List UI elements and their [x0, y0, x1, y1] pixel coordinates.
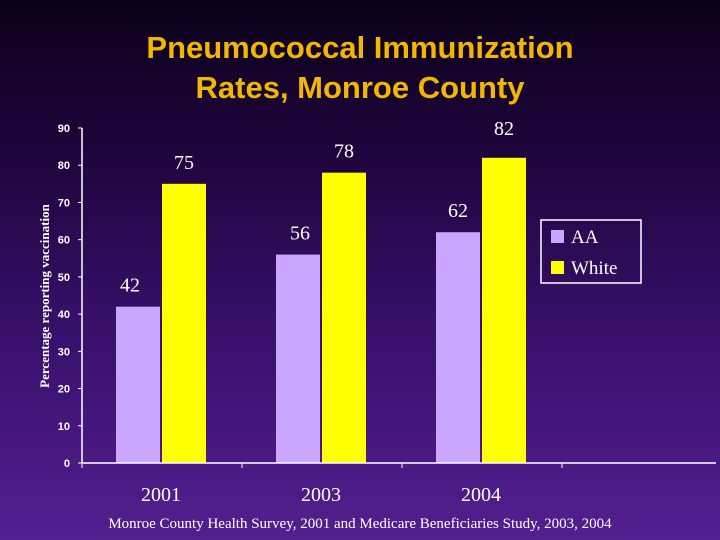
bar-white-2004: [482, 157, 526, 463]
y-axis: 0 10 20 30 40 50 60 70 80 90: [58, 123, 82, 470]
chart-title: Pneumococcal Immunization Rates, Monroe …: [0, 28, 720, 108]
legend-box: [540, 219, 642, 284]
legend-label-aa: AA: [571, 227, 599, 248]
legend: AA White: [540, 219, 642, 284]
bars: [116, 157, 526, 464]
y-tick-label: 40: [58, 309, 70, 321]
data-label-aa-2004: 62: [448, 200, 468, 222]
data-label-white-2004: 82: [494, 118, 514, 140]
data-label-white-2001: 75: [174, 152, 194, 174]
data-label-aa-2003: 56: [290, 223, 310, 245]
chart-title-line-1: Pneumococcal Immunization: [146, 30, 574, 65]
legend-swatch-white: [551, 261, 564, 274]
data-label-white-2003: 78: [334, 141, 354, 163]
legend-swatch-aa: [551, 230, 564, 243]
y-tick-label: 50: [58, 272, 70, 284]
y-tick-label: 90: [58, 123, 70, 135]
y-tick-label: 20: [58, 384, 70, 396]
y-tick-label: 10: [58, 421, 70, 433]
data-label-aa-2001: 42: [120, 275, 140, 297]
y-axis-label: Percentage reporting vaccination: [37, 203, 52, 387]
legend-label-white: White: [571, 258, 617, 279]
bar-aa-2003: [276, 254, 320, 463]
data-labels: 42 75 56 78 62 82: [120, 118, 514, 297]
bar-white-2003: [322, 172, 366, 463]
x-tick-label: 2003: [301, 484, 341, 506]
y-tick-label: 70: [58, 197, 70, 209]
source-footnote: Monroe County Health Survey, 2001 and Me…: [108, 516, 612, 532]
y-tick-label: 80: [58, 160, 70, 172]
x-axis: 2001 2003 2004: [141, 484, 501, 506]
chart-title-line-2: Rates, Monroe County: [195, 70, 525, 105]
y-tick-label: 30: [58, 346, 70, 358]
x-tick-label: 2004: [461, 484, 501, 506]
y-tick-label: 60: [58, 235, 70, 247]
axes: [81, 128, 716, 468]
bar-aa-2001: [116, 306, 160, 463]
y-tick-label: 0: [64, 458, 70, 470]
x-tick-label: 2001: [141, 484, 181, 506]
bar-white-2001: [162, 183, 206, 464]
bar-aa-2004: [436, 232, 480, 463]
